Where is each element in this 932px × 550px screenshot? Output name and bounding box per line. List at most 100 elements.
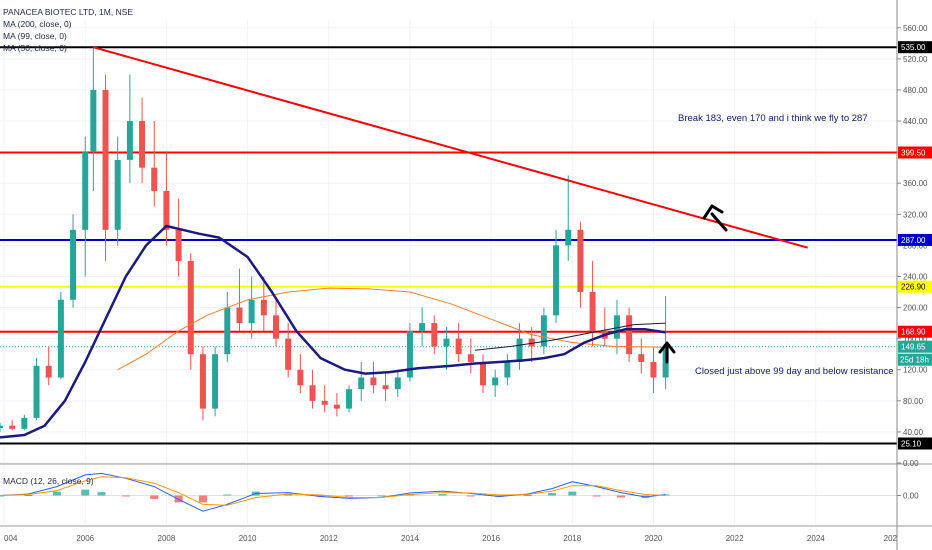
level-tag-text-168.90: 168.90 <box>901 328 926 337</box>
annotation-arrows <box>658 204 728 364</box>
level-tag-text-25.10: 25.10 <box>901 439 922 448</box>
legend-ma200: MA (200, close, 0) <box>3 19 72 29</box>
candle-body-13 <box>151 167 158 191</box>
countdown-text: 25d 18h <box>900 356 929 365</box>
x-tick-label-9: 2022 <box>726 534 744 543</box>
level-tag-168.90 <box>898 325 932 338</box>
annotation-break-note: Break 183, even 170 and i think we fly t… <box>678 113 868 124</box>
legend-ma50: MA (50, close, 0) <box>3 43 67 53</box>
y-tick-label-3: 120.00 <box>903 366 928 375</box>
candle-body-17 <box>199 354 206 409</box>
candle-body-52 <box>626 315 633 355</box>
level-tag-287.00 <box>898 233 932 246</box>
time-axis: 004 2006 2008 2010 2012 2014 2016 2018 2020 2022 2… <box>0 525 932 543</box>
chart-title: PANACEA BIOTEC LTD, 1M, NSE <box>3 7 134 17</box>
x-tick-label-5: 2014 <box>401 534 419 543</box>
candle-body-22 <box>260 299 267 316</box>
candle-body-43 <box>516 338 523 362</box>
macd-line <box>0 472 666 512</box>
macd-tick-label: 0.00 <box>903 492 919 501</box>
candle-body-26 <box>309 385 316 401</box>
y-tick-label-14: 560.00 <box>903 24 928 33</box>
candle-body-39 <box>467 354 474 362</box>
candlestick-series <box>0 47 669 432</box>
legend-ma99: MA (99, close, 0) <box>3 31 67 41</box>
x-tick-label-4: 2012 <box>320 534 338 543</box>
macd-hist-5 <box>121 495 130 497</box>
arrow-up-trendline-icon <box>702 204 728 232</box>
level-tag-text-226.90: 226.90 <box>901 283 926 292</box>
candle-body-33 <box>394 377 401 390</box>
candle-body-47 <box>565 229 572 246</box>
x-tick-label-6: 2016 <box>482 534 500 543</box>
candle-body-3 <box>33 365 40 418</box>
candle-body-0 <box>0 425 3 429</box>
y-tick-label-1: 40.00 <box>903 428 924 437</box>
candle-body-2 <box>21 417 28 429</box>
candle-body-34 <box>406 330 413 378</box>
candle-body-46 <box>553 245 560 316</box>
ma200-line <box>474 322 666 351</box>
level-tag-text-287.00: 287.00 <box>901 236 926 245</box>
candle-body-27 <box>321 400 328 405</box>
macd-hist-16 <box>438 494 447 496</box>
candle-body-44 <box>528 338 535 347</box>
candle-body-29 <box>346 389 353 409</box>
x-tick-label-8: 2020 <box>645 534 663 543</box>
macd-hist-23 <box>617 495 625 498</box>
x-tick-label-10: 2024 <box>807 534 825 543</box>
candle-body-41 <box>492 377 499 386</box>
candle-body-7 <box>82 152 89 230</box>
candle-body-49 <box>589 292 596 331</box>
price-axis: 0.00 40.00 80.00 120.00 160.00 200.00 240.00 28… <box>896 0 932 550</box>
arrow-up-close-icon <box>658 341 676 364</box>
candle-body-19 <box>224 307 231 355</box>
y-tick-label-12: 480.00 <box>903 86 928 95</box>
countdown-tag <box>898 353 932 366</box>
candle-body-51 <box>613 315 620 339</box>
macd-hist-13 <box>345 495 354 497</box>
macd-hist-1 <box>24 495 33 497</box>
y-tick-label-4: 160.00 <box>903 335 928 344</box>
ma99-line <box>117 287 666 371</box>
y-tick-label-5: 200.00 <box>903 304 928 313</box>
candle-body-24 <box>285 338 292 370</box>
candle-body-18 <box>212 354 219 409</box>
level-tag-399.50 <box>898 146 932 159</box>
candle-body-36 <box>431 323 438 347</box>
candle-body-16 <box>187 260 194 355</box>
candle-body-6 <box>70 229 77 300</box>
macd-hist-9 <box>223 494 232 496</box>
y-tick-label-2: 80.00 <box>903 397 924 406</box>
macd-hist-22 <box>592 495 601 497</box>
candle-body-42 <box>504 361 511 378</box>
candle-body-21 <box>248 299 255 324</box>
candle-body-28 <box>333 404 340 409</box>
candle-body-14 <box>163 190 170 230</box>
candle-body-37 <box>443 338 450 347</box>
candle-body-1 <box>9 425 16 429</box>
x-tick-label-7: 2018 <box>563 534 581 543</box>
descending-trendline <box>93 46 808 249</box>
candle-body-8 <box>90 89 97 153</box>
y-tick-label-9: 360.00 <box>903 179 928 188</box>
macd-hist-20 <box>548 493 556 496</box>
candle-body-48 <box>577 229 584 293</box>
macd-hist-6 <box>150 495 159 499</box>
x-tick-label-2: 2008 <box>158 534 176 543</box>
candle-body-15 <box>175 229 182 261</box>
macd-hist-0 <box>0 495 4 497</box>
y-tick-label-0: 0.00 <box>903 459 919 468</box>
current-price-text: 149.65 <box>901 343 926 352</box>
level-tag-25.10 <box>898 437 932 450</box>
macd-hist-19 <box>523 495 532 497</box>
macd-hist-2 <box>52 491 61 496</box>
x-tick-label-3: 2010 <box>239 534 257 543</box>
candle-body-20 <box>236 307 243 324</box>
macd-hist-11 <box>284 494 293 496</box>
legend-macd: MACD (12, 26, close, 9) <box>3 476 94 486</box>
candle-body-35 <box>419 323 426 331</box>
candle-body-25 <box>297 369 304 386</box>
macd-hist-4 <box>97 492 106 496</box>
